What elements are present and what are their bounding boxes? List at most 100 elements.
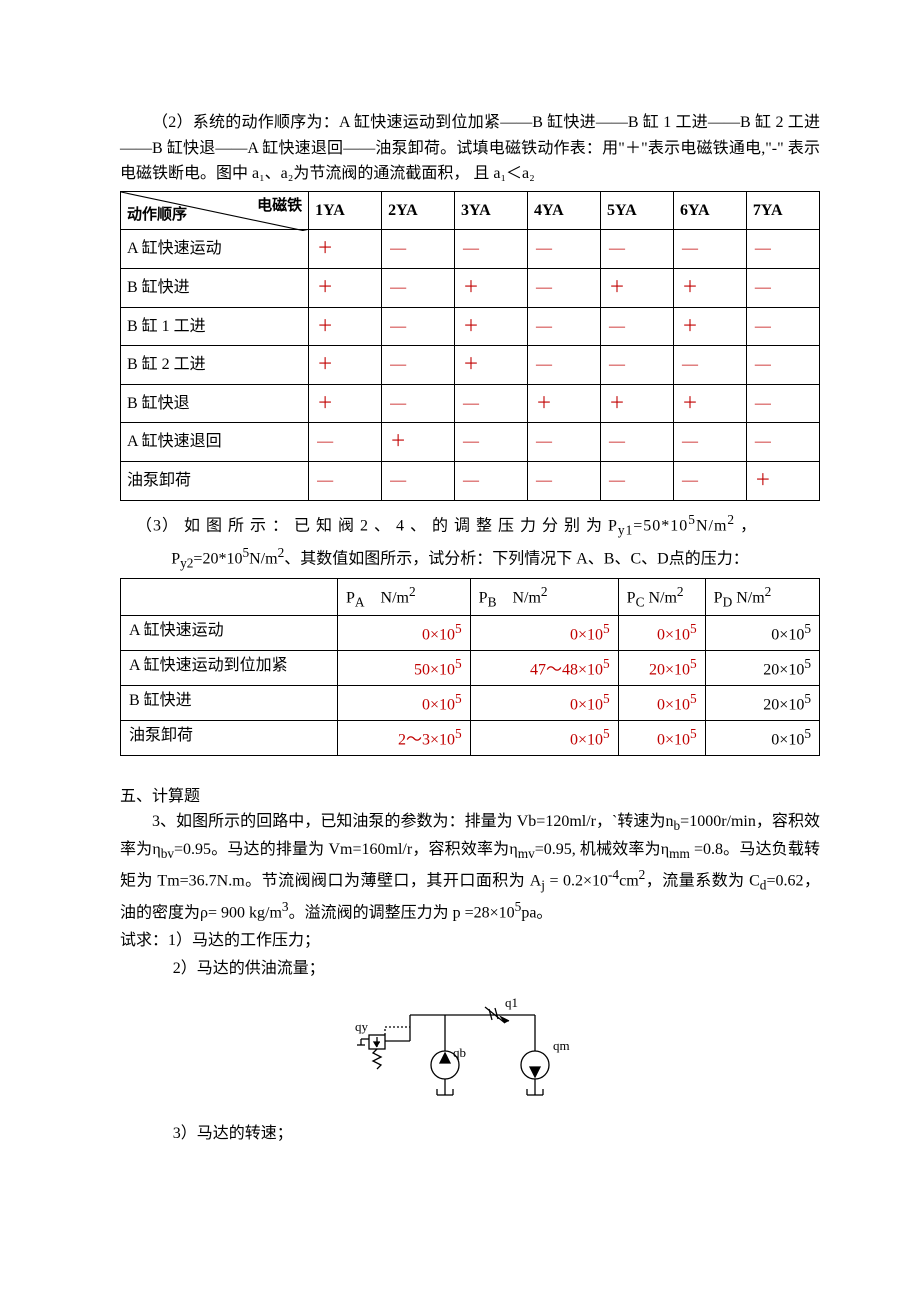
solenoid-cell: — (309, 461, 382, 500)
pressure-cell: 20×105 (705, 685, 819, 720)
solenoid-cell: — (455, 230, 528, 269)
row-name: B 缸 1 工进 (121, 307, 309, 346)
solenoid-cell: — (382, 268, 455, 307)
row-name: B 缸 2 工进 (121, 346, 309, 385)
solenoid-cell: ＋ (673, 307, 746, 346)
row-name: A 缸快速退回 (121, 423, 309, 462)
solenoid-cell: — (309, 423, 382, 462)
solenoid-cell: ＋ (455, 307, 528, 346)
solenoid-cell: — (673, 423, 746, 462)
solenoid-cell: — (455, 423, 528, 462)
solenoid-header-bottom: 动作顺序 (127, 203, 187, 227)
sec5-ask2: 2）马达的供油流量； (120, 956, 820, 982)
row-name: 油泵卸荷 (121, 720, 338, 755)
solenoid-col-2: 2YA (382, 191, 455, 230)
solenoid-header-row: 电磁铁 动作顺序 1YA2YA3YA4YA5YA6YA7YA (121, 191, 820, 230)
pressure-header-blank (121, 579, 338, 616)
solenoid-header-diag: 电磁铁 动作顺序 (121, 191, 309, 230)
table-row: 油泵卸荷——————＋ (121, 461, 820, 500)
pressure-col-1: PA N/m2 (338, 579, 471, 616)
pressure-col-3: PC N/m2 (618, 579, 705, 616)
pressure-col-2: PB N/m2 (470, 579, 618, 616)
solenoid-cell: ＋ (309, 268, 382, 307)
solenoid-cell: — (382, 346, 455, 385)
hydraulic-diagram: qy qb q1 qm (355, 995, 585, 1115)
pressure-col-4: PD N/m2 (705, 579, 819, 616)
solenoid-cell: — (673, 346, 746, 385)
solenoid-cell: — (746, 423, 819, 462)
solenoid-cell: — (746, 268, 819, 307)
solenoid-col-6: 6YA (673, 191, 746, 230)
table-row: B 缸 1 工进＋—＋——＋— (121, 307, 820, 346)
pressure-cell: 0×105 (470, 720, 618, 755)
table-row: A 缸快速退回—＋————— (121, 423, 820, 462)
row-name: B 缸快进 (121, 685, 338, 720)
diagram-label-qy: qy (355, 1019, 369, 1034)
solenoid-cell: ＋ (528, 384, 601, 423)
solenoid-cell: — (600, 346, 673, 385)
solenoid-cell: ＋ (600, 268, 673, 307)
solenoid-cell: ＋ (309, 307, 382, 346)
pressure-cell: 0×105 (705, 616, 819, 651)
row-name: A 缸快速运动 (121, 230, 309, 269)
solenoid-header-top: 电磁铁 (257, 194, 302, 218)
solenoid-col-3: 3YA (455, 191, 528, 230)
solenoid-cell: — (528, 423, 601, 462)
solenoid-cell: — (600, 307, 673, 346)
solenoid-col-1: 1YA (309, 191, 382, 230)
pressure-cell: 20×105 (618, 650, 705, 685)
solenoid-cell: — (746, 384, 819, 423)
solenoid-cell: — (528, 461, 601, 500)
row-name: B 缸快退 (121, 384, 309, 423)
solenoid-cell: — (600, 230, 673, 269)
pressure-cell: 0×105 (470, 616, 618, 651)
row-name: 油泵卸荷 (121, 461, 309, 500)
q3-line1: （3） 如 图 所 示 ： 已 知 阀 2 、 4 、 的 调 整 压 力 分 … (120, 509, 820, 541)
sec5-ask3: 3）马达的转速； (120, 1121, 820, 1147)
row-name: B 缸快进 (121, 268, 309, 307)
solenoid-body: A 缸快速运动＋——————B 缸快进＋—＋—＋＋—B 缸 1 工进＋—＋——＋… (121, 230, 820, 500)
row-name: A 缸快速运动 (121, 616, 338, 651)
solenoid-cell: ＋ (673, 384, 746, 423)
table-row: A 缸快速运动＋—————— (121, 230, 820, 269)
solenoid-cell: ＋ (382, 423, 455, 462)
table-row: B 缸快进0×1050×1050×10520×105 (121, 685, 820, 720)
solenoid-cell: ＋ (309, 346, 382, 385)
table-row: 油泵卸荷2～3×1050×1050×1050×105 (121, 720, 820, 755)
q3-line2: Py2=20*105N/m2、其数值如图所示，试分析：下列情况下 A、B、C、D… (171, 542, 820, 574)
pressure-body: A 缸快速运动0×1050×1050×1050×105A 缸快速运动到位加紧50… (121, 616, 820, 756)
pressure-cell: 0×105 (618, 616, 705, 651)
pressure-cell: 0×105 (705, 720, 819, 755)
solenoid-cell: ＋ (600, 384, 673, 423)
solenoid-cell: — (382, 384, 455, 423)
solenoid-cell: — (673, 230, 746, 269)
pressure-cell: 50×105 (338, 650, 471, 685)
pressure-table: PA N/m2PB N/m2PC N/m2PD N/m2 A 缸快速运动0×10… (120, 578, 820, 756)
table-row: A 缸快速运动0×1050×1050×1050×105 (121, 616, 820, 651)
q2-intro: （2）系统的动作顺序为：A 缸快速运动到位加紧——B 缸快进——B 缸 1 工进… (120, 110, 820, 187)
pressure-cell: 20×105 (705, 650, 819, 685)
pressure-cell: 0×105 (338, 616, 471, 651)
solenoid-cell: — (455, 384, 528, 423)
solenoid-col-5: 5YA (600, 191, 673, 230)
pressure-cell: 0×105 (618, 685, 705, 720)
solenoid-col-7: 7YA (746, 191, 819, 230)
solenoid-cell: — (600, 423, 673, 462)
solenoid-cell: — (528, 307, 601, 346)
table-row: B 缸 2 工进＋—＋———— (121, 346, 820, 385)
table-row: B 缸快进＋—＋—＋＋— (121, 268, 820, 307)
solenoid-cell: — (746, 307, 819, 346)
table-row: B 缸快退＋——＋＋＋— (121, 384, 820, 423)
solenoid-cell: — (528, 268, 601, 307)
solenoid-cell: — (746, 230, 819, 269)
pressure-cell: 47～48×105 (470, 650, 618, 685)
sec5-ask1: 试求：1）马达的工作压力； (120, 928, 820, 954)
solenoid-cell: — (528, 346, 601, 385)
solenoid-cell: ＋ (309, 230, 382, 269)
sec5-q3: 3、如图所示的回路中，已知油泵的参数为：排量为 Vb=120ml/r，`转速为n… (120, 809, 820, 926)
pressure-cell: 0×105 (338, 685, 471, 720)
solenoid-cell: — (455, 461, 528, 500)
diagram-label-qm: qm (553, 1038, 570, 1053)
solenoid-cell: ＋ (673, 268, 746, 307)
solenoid-cell: — (382, 461, 455, 500)
